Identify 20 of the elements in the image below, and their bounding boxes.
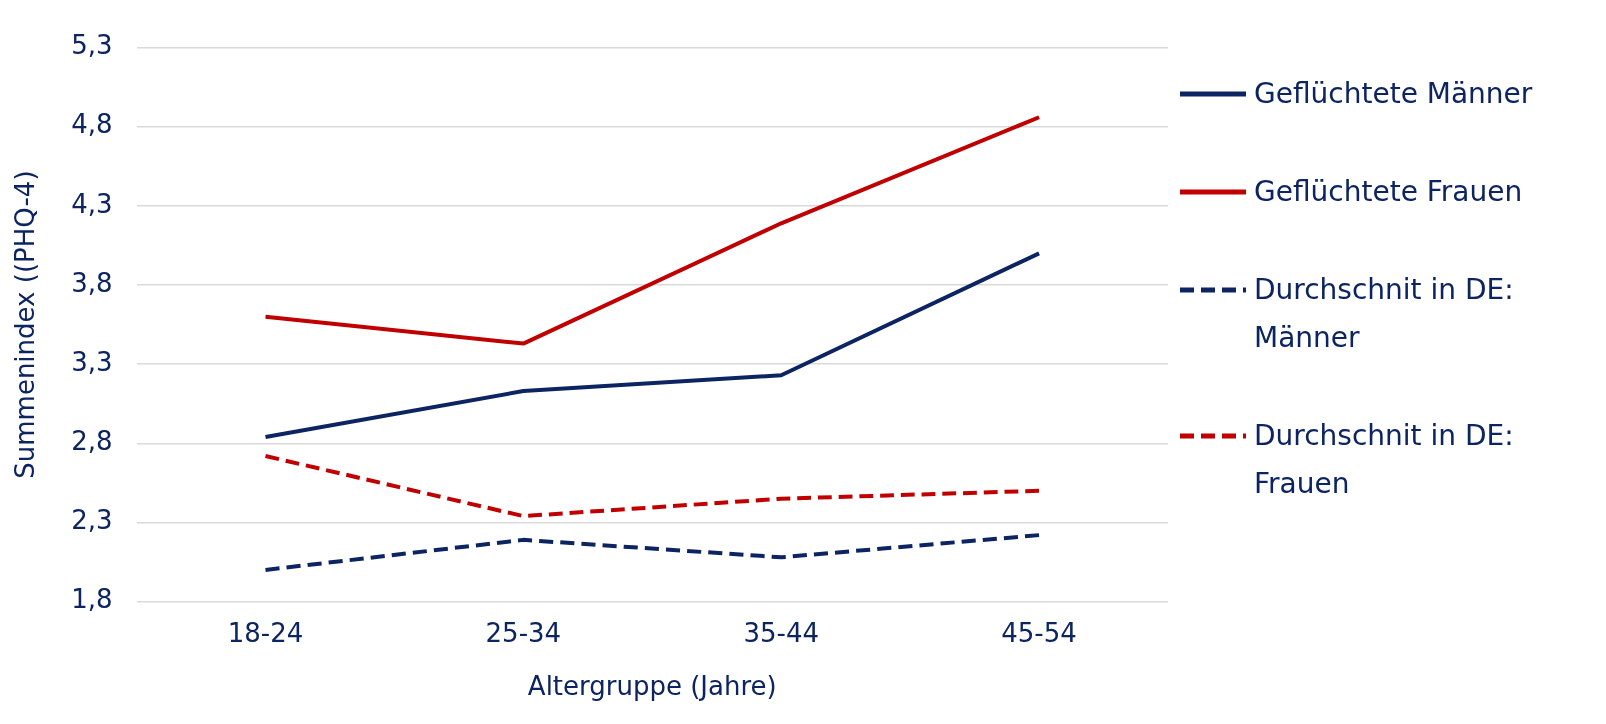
y-tick-label: 2,3	[71, 505, 113, 536]
legend-label: Durchschnit in DE: Männer	[1254, 272, 1515, 356]
y-axis-title: Summenindex ((PHQ-4)	[10, 170, 41, 479]
x-tick-label: 25-34	[485, 617, 562, 648]
x-tick-label: 35-44	[743, 617, 819, 648]
legend-label: Durchschnit in DE: Frauen	[1254, 418, 1515, 502]
legend-label: Geflüchtete Frauen	[1254, 174, 1524, 210]
x-tick-label: 18-24	[227, 617, 304, 648]
y-tick-label: 1,8	[71, 584, 113, 615]
y-tick-label: 4,3	[71, 188, 113, 219]
line-series	[263, 533, 1042, 572]
y-tick-label: 4,8	[71, 109, 113, 140]
y-tick-label: 3,3	[71, 346, 113, 377]
x-tick-label: 45-54	[1001, 617, 1077, 648]
y-tick-label: 2,8	[71, 426, 113, 457]
y-tick-label: 3,8	[71, 267, 113, 298]
line-series	[263, 453, 1042, 519]
x-axis-title: Altergruppe (Jahre)	[527, 671, 777, 702]
legend-label: Geflüchtete Männer	[1254, 76, 1534, 112]
y-tick-label: 5,3	[71, 30, 113, 61]
